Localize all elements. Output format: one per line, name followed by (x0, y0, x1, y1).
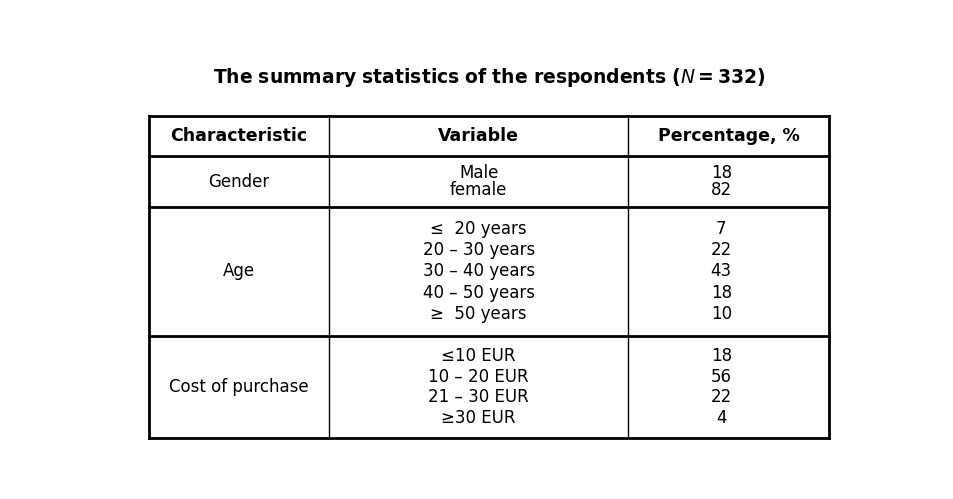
Text: female: female (450, 181, 507, 199)
Text: ≥  50 years: ≥ 50 years (430, 305, 526, 323)
Text: 18: 18 (710, 284, 731, 302)
Text: $\bf{The\ summary\ statistics\ of\ the\ respondents\ (}$$\it{N}$$\bf{=332)}$: $\bf{The\ summary\ statistics\ of\ the\ … (213, 66, 764, 89)
Text: 43: 43 (710, 262, 731, 280)
Text: Male: Male (458, 164, 497, 182)
Text: 4: 4 (716, 409, 726, 427)
Text: Age: Age (223, 262, 254, 280)
Text: 18: 18 (710, 164, 731, 182)
Text: 10: 10 (710, 305, 731, 323)
Text: Cost of purchase: Cost of purchase (169, 378, 309, 396)
Text: 18: 18 (710, 347, 731, 365)
Text: ≥30 EUR: ≥30 EUR (441, 409, 516, 427)
Text: 22: 22 (710, 388, 731, 406)
Text: 21 – 30 EUR: 21 – 30 EUR (428, 388, 529, 406)
Text: Percentage, %: Percentage, % (658, 127, 799, 145)
Text: 56: 56 (710, 368, 731, 386)
Text: 10 – 20 EUR: 10 – 20 EUR (428, 368, 529, 386)
Text: 22: 22 (710, 241, 731, 259)
Text: 40 – 50 years: 40 – 50 years (422, 284, 535, 302)
Text: Variable: Variable (437, 127, 518, 145)
Text: ≤  20 years: ≤ 20 years (430, 220, 526, 238)
Text: 82: 82 (710, 181, 731, 199)
Text: Gender: Gender (208, 173, 270, 191)
Text: 20 – 30 years: 20 – 30 years (422, 241, 535, 259)
Text: Characteristic: Characteristic (171, 127, 307, 145)
Text: 7: 7 (716, 220, 726, 238)
Text: 30 – 40 years: 30 – 40 years (422, 262, 535, 280)
Text: ≤10 EUR: ≤10 EUR (441, 347, 516, 365)
